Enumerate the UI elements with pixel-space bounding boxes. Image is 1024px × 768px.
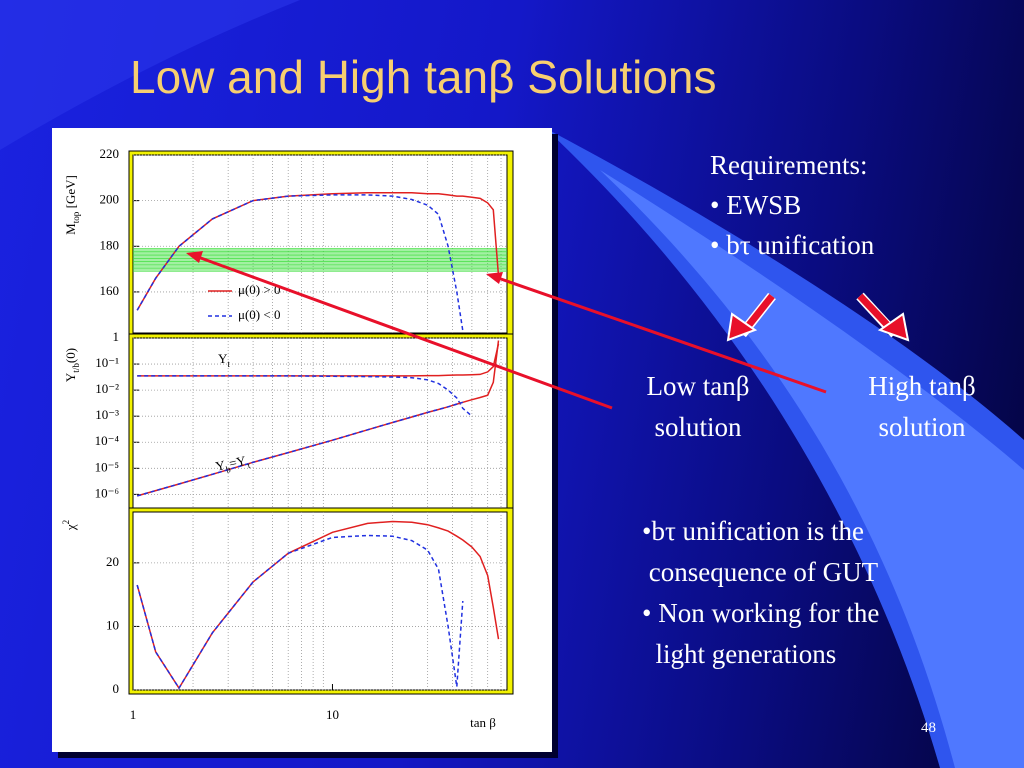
arrow-head xyxy=(726,312,758,342)
text-part: τ xyxy=(246,460,252,471)
annotation: Yt xyxy=(218,351,230,369)
pointer-arrows xyxy=(197,255,827,410)
legend-label: μ(0) < 0 xyxy=(238,307,280,322)
text-part: =Y xyxy=(228,453,248,471)
text-part: t/b xyxy=(71,363,81,373)
text-part: b xyxy=(225,464,232,475)
requirements-heading: Requirements: xyxy=(710,150,867,180)
y-tick-label: 1 xyxy=(113,329,120,344)
band xyxy=(133,248,507,272)
y-tick-label: 10⁻¹ xyxy=(95,355,119,370)
bullet: •bτ unification is the xyxy=(642,516,864,546)
text-part: (0) xyxy=(63,348,78,363)
series-line xyxy=(137,375,473,417)
y-tick-label: 160 xyxy=(100,283,120,298)
bullet: consequence of GUT xyxy=(642,557,879,587)
y-tick-label: 20 xyxy=(106,554,119,569)
y-tick-label: 10⁻⁶ xyxy=(95,485,119,500)
swoosh xyxy=(600,170,1024,768)
panel xyxy=(132,154,508,334)
y-tick-label: 0 xyxy=(113,681,120,696)
text-part: t xyxy=(227,359,230,369)
page-number: 48 xyxy=(921,720,936,736)
arrow-head xyxy=(186,251,203,263)
y-tick-label: 200 xyxy=(100,192,120,207)
text-part: Y xyxy=(218,351,228,366)
series-line xyxy=(136,520,500,690)
high-label: solution xyxy=(878,412,966,442)
text-part: χ xyxy=(63,524,78,531)
text-part: Y xyxy=(214,457,227,474)
annotation: Yb=Yτ xyxy=(214,452,252,477)
y-tick-label: 180 xyxy=(100,237,120,252)
series-line xyxy=(136,534,464,690)
series-line xyxy=(136,401,464,497)
panel xyxy=(132,337,508,509)
legend-label: μ(0) > 0 xyxy=(238,282,280,297)
bullet: • Non working for the xyxy=(642,598,879,628)
y-axis-label: Yt/b(0) xyxy=(63,348,81,382)
x-axis-label: tan β xyxy=(470,715,496,730)
y-tick-label: 10 xyxy=(106,617,119,632)
y-tick-label: 10⁻⁵ xyxy=(95,459,119,474)
y-tick-label: 220 xyxy=(100,146,120,161)
requirement: • bτ unification xyxy=(710,230,875,260)
text-part: M xyxy=(63,223,78,235)
text-part: [GeV] xyxy=(63,175,78,211)
x-tick-label: 10 xyxy=(326,707,339,722)
y-tick-label: 10⁻² xyxy=(95,381,119,396)
y-tick-label: 10⁻³ xyxy=(95,407,119,422)
bullet: light generations xyxy=(642,639,836,669)
low-label: Low tanβ xyxy=(647,371,750,401)
requirement: • EWSB xyxy=(710,190,801,220)
x-tick-label: 1 xyxy=(130,707,137,722)
text-part: top xyxy=(71,211,81,223)
high-label: High tanβ xyxy=(868,371,975,401)
y-axis-label: χ2 xyxy=(61,519,78,531)
arrow-head xyxy=(877,312,910,342)
low-label: solution xyxy=(654,412,742,442)
arrow-head xyxy=(486,272,503,284)
text-part: Y xyxy=(63,372,78,382)
title: Low and High tanβ Solutions xyxy=(130,51,717,103)
text-part: 2 xyxy=(61,519,71,524)
y-axis-label: Mtop [GeV] xyxy=(63,175,81,235)
swoosh xyxy=(0,0,300,150)
series-line xyxy=(137,343,500,377)
y-tick-label: 10⁻⁴ xyxy=(95,433,120,448)
